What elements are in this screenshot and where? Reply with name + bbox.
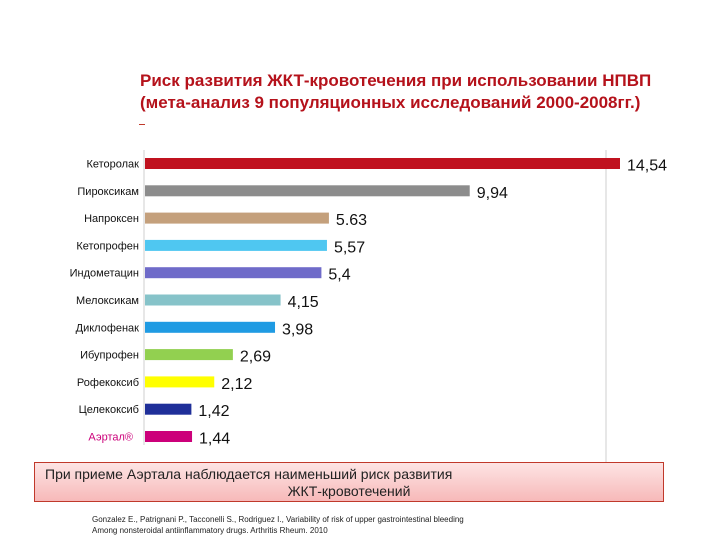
value-label: 1,44 bbox=[199, 431, 230, 448]
bar bbox=[145, 212, 329, 224]
value-label: 2,12 bbox=[221, 376, 252, 393]
category-label: Целекоксиб bbox=[79, 404, 139, 416]
value-label: 1,42 bbox=[198, 403, 229, 420]
bar bbox=[145, 349, 233, 361]
value-label: 9,94 bbox=[477, 185, 508, 202]
category-label: Аэртал® bbox=[88, 432, 133, 444]
category-label: Мелоксикам bbox=[76, 295, 139, 307]
bar bbox=[145, 158, 620, 169]
category-label: Кеторолак bbox=[86, 159, 139, 171]
category-label: Диклофенак bbox=[76, 322, 140, 334]
bar bbox=[145, 376, 215, 388]
bar bbox=[145, 185, 470, 197]
value-label: 14,54 bbox=[627, 158, 667, 175]
category-label: Напроксен bbox=[84, 213, 139, 225]
bar bbox=[145, 431, 193, 442]
value-label: 2,69 bbox=[240, 349, 271, 366]
bar bbox=[145, 294, 281, 306]
value-label: 5,4 bbox=[328, 267, 350, 284]
category-label: Кетопрофен bbox=[76, 240, 139, 252]
source-citation: Gonzalez E., Patrignani P., Tacconelli S… bbox=[92, 514, 702, 536]
value-label: 4,15 bbox=[288, 294, 319, 311]
category-label: Ибупрофен bbox=[80, 350, 139, 362]
source-line-1: Gonzalez E., Patrignani P., Tacconelli S… bbox=[92, 515, 464, 524]
bar bbox=[145, 321, 276, 333]
value-label: 5,57 bbox=[334, 239, 365, 256]
bar bbox=[145, 403, 192, 415]
callout-line-2: ЖКТ-кровотечений bbox=[287, 483, 411, 499]
chart-title: Риск развития ЖКТ-кровотечения при испол… bbox=[140, 70, 700, 114]
bar bbox=[145, 239, 327, 251]
category-label: Пироксикам bbox=[77, 186, 139, 198]
title-marker bbox=[139, 124, 145, 125]
chart-title-line-1: Риск развития ЖКТ-кровотечения при испол… bbox=[140, 71, 652, 90]
value-label: 5.63 bbox=[336, 212, 367, 229]
category-label: Индометацин bbox=[70, 268, 139, 280]
chart-title-line-2: (мета-анализ 9 популяционных исследовани… bbox=[140, 93, 641, 112]
category-label: Рофекоксиб bbox=[77, 377, 139, 389]
bar bbox=[145, 267, 322, 279]
source-line-2: Among nonsteroidal antiinflammatory drug… bbox=[92, 526, 328, 535]
value-label: 3,98 bbox=[282, 321, 313, 338]
callout-line-1: При приеме Аэртала наблюдается наименьши… bbox=[45, 466, 453, 482]
conclusion-callout: При приеме Аэртала наблюдается наименьши… bbox=[34, 462, 664, 502]
